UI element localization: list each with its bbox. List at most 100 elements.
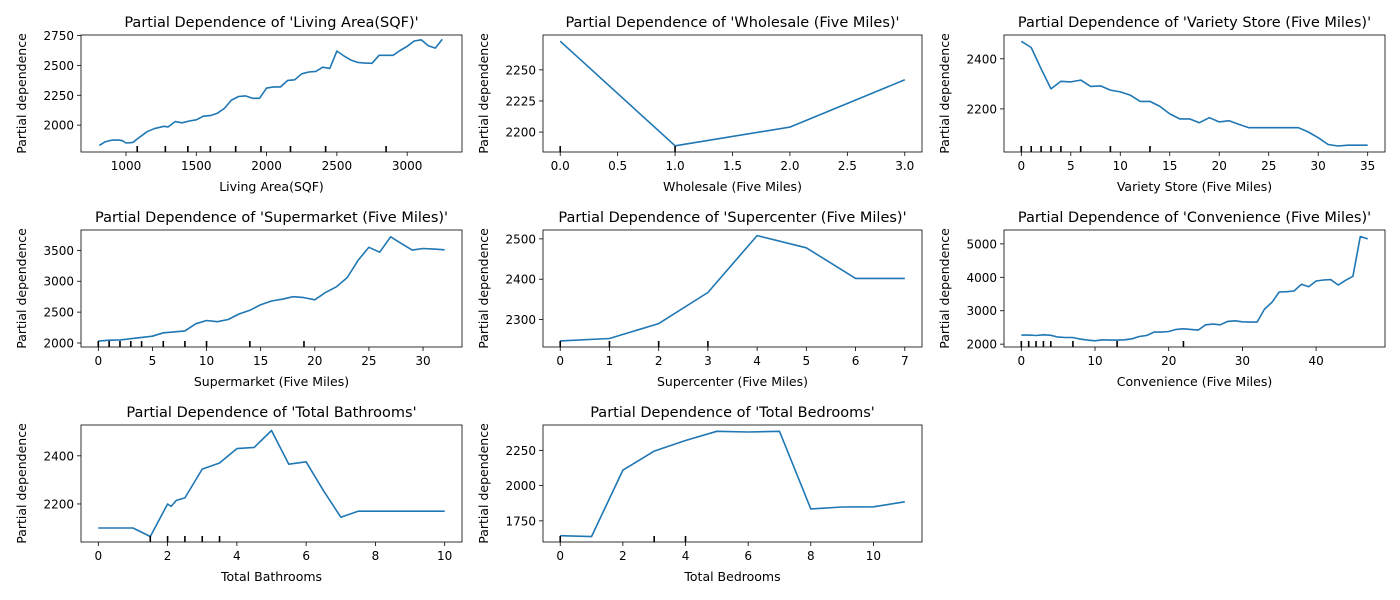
x-tick-label: 5 [803,354,811,368]
x-axis-label: Wholesale (Five Miles) [663,179,802,194]
subplot-title: Partial Dependence of 'Supercenter (Five… [558,210,906,226]
y-axis-label: Partial dependence [476,33,491,154]
subplot-title: Partial Dependence of 'Wholesale (Five M… [565,15,899,31]
x-axis-label: Total Bedrooms [683,569,780,584]
subplot-title: Partial Dependence of 'Total Bedrooms' [590,405,875,421]
y-tick-label: 2400 [43,449,74,463]
y-tick-label: 2300 [505,313,536,327]
x-tick-label: 1.5 [723,159,742,173]
subplot-6: Partial Dependence of 'Convenience (Five… [937,210,1386,389]
axes-frame [80,34,463,153]
x-tick-label: 30 [1311,159,1326,173]
x-tick-label: 10 [866,549,881,563]
axes-frame [542,229,923,348]
x-tick-label: 8 [807,549,815,563]
y-axis-label: Partial dependence [14,423,29,544]
x-tick-label: 10 [1113,159,1128,173]
y-axis-label: Partial dependence [937,33,952,154]
y-tick-label: 2200 [43,497,74,511]
x-tick-label: 15 [1162,159,1177,173]
x-tick-label: 4 [233,549,241,563]
subplot-title: Partial Dependence of 'Living Area(SQF)' [124,15,418,31]
y-tick-label: 2250 [505,63,536,77]
y-tick-label: 2225 [505,94,536,108]
x-tick-label: 3000 [392,159,423,173]
y-tick-label: 3500 [43,244,74,258]
subplot-title: Partial Dependence of 'Total Bathrooms' [126,405,416,421]
subplot-title: Partial Dependence of 'Supermarket (Five… [95,210,448,226]
x-tick-label: 15 [253,354,268,368]
subplot-title: Partial Dependence of 'Convenience (Five… [1018,210,1371,226]
x-tick-label: 0 [556,549,564,563]
x-tick-label: 0 [94,354,102,368]
axes-frame [80,424,463,543]
x-tick-label: 10 [437,549,452,563]
y-tick-label: 2500 [505,232,536,246]
x-axis-label: Living Area(SQF) [219,179,324,194]
x-tick-label: 8 [372,549,380,563]
x-tick-label: 2.0 [780,159,799,173]
y-tick-label: 2200 [505,126,536,140]
x-tick-label: 0 [1017,354,1025,368]
y-tick-label: 2000 [505,479,536,493]
x-tick-label: 0 [556,354,564,368]
x-tick-label: 35 [1360,159,1375,173]
pd-series-line [98,236,445,342]
y-tick-label: 2000 [43,336,74,350]
pd-series-line [1020,40,1368,147]
subplot-title: Partial Dependence of 'Variety Store (Fi… [1018,15,1371,31]
y-tick-label: 4000 [966,271,997,285]
y-axis-label: Partial dependence [476,423,491,544]
x-tick-label: 4 [682,549,690,563]
x-tick-label: 1500 [181,159,212,173]
y-tick-label: 2500 [43,306,74,320]
x-axis-label: Convenience (Five Miles) [1117,374,1272,389]
y-tick-label: 2750 [43,29,74,43]
axes-frame [1003,229,1386,348]
x-tick-label: 0 [94,549,102,563]
y-tick-label: 3000 [43,275,74,289]
x-tick-label: 30 [415,354,430,368]
y-tick-label: 2400 [505,273,536,287]
x-tick-label: 25 [1261,159,1276,173]
subplot-3: Partial Dependence of 'Variety Store (Fi… [937,15,1386,194]
subplot-7: Partial Dependence of 'Total Bathrooms' 0… [14,405,463,584]
x-tick-label: 2000 [251,159,282,173]
y-tick-label: 2400 [966,52,997,66]
x-tick-label: 6 [852,354,860,368]
axes-frame [542,34,923,153]
x-tick-label: 1.0 [666,159,685,173]
pd-series-line [98,429,445,538]
y-axis-label: Partial dependence [476,228,491,349]
x-axis-label: Variety Store (Five Miles) [1117,179,1272,194]
x-tick-label: 25 [361,354,376,368]
x-tick-label: 10 [199,354,214,368]
x-tick-label: 10 [1087,354,1102,368]
x-tick-label: 2500 [322,159,353,173]
y-tick-label: 5000 [966,237,997,251]
subplot-1: Partial Dependence of 'Living Area(SQF)'… [14,15,463,194]
x-tick-label: 3 [704,354,712,368]
y-tick-label: 2250 [43,89,74,103]
x-axis-label: Supermarket (Five Miles) [194,374,349,389]
x-axis-label: Total Bathrooms [220,569,322,584]
subplot-5: Partial Dependence of 'Supercenter (Five… [476,210,923,389]
pd-series-line [98,38,443,147]
x-tick-label: 1 [606,354,614,368]
x-tick-label: 0.0 [551,159,570,173]
y-tick-label: 3000 [966,304,997,318]
x-tick-label: 30 [1235,354,1250,368]
x-tick-label: 5 [1067,159,1075,173]
x-tick-label: 4 [753,354,761,368]
x-tick-label: 40 [1308,354,1323,368]
pd-series-line [560,430,905,538]
x-tick-label: 2.5 [838,159,857,173]
x-tick-label: 6 [302,549,310,563]
x-tick-label: 2 [619,549,627,563]
x-tick-label: 20 [307,354,322,368]
pd-series-line [559,40,906,147]
y-axis-label: Partial dependence [14,33,29,154]
subplot-4: Partial Dependence of 'Supermarket (Five… [14,210,463,389]
axes-frame [1003,34,1386,153]
